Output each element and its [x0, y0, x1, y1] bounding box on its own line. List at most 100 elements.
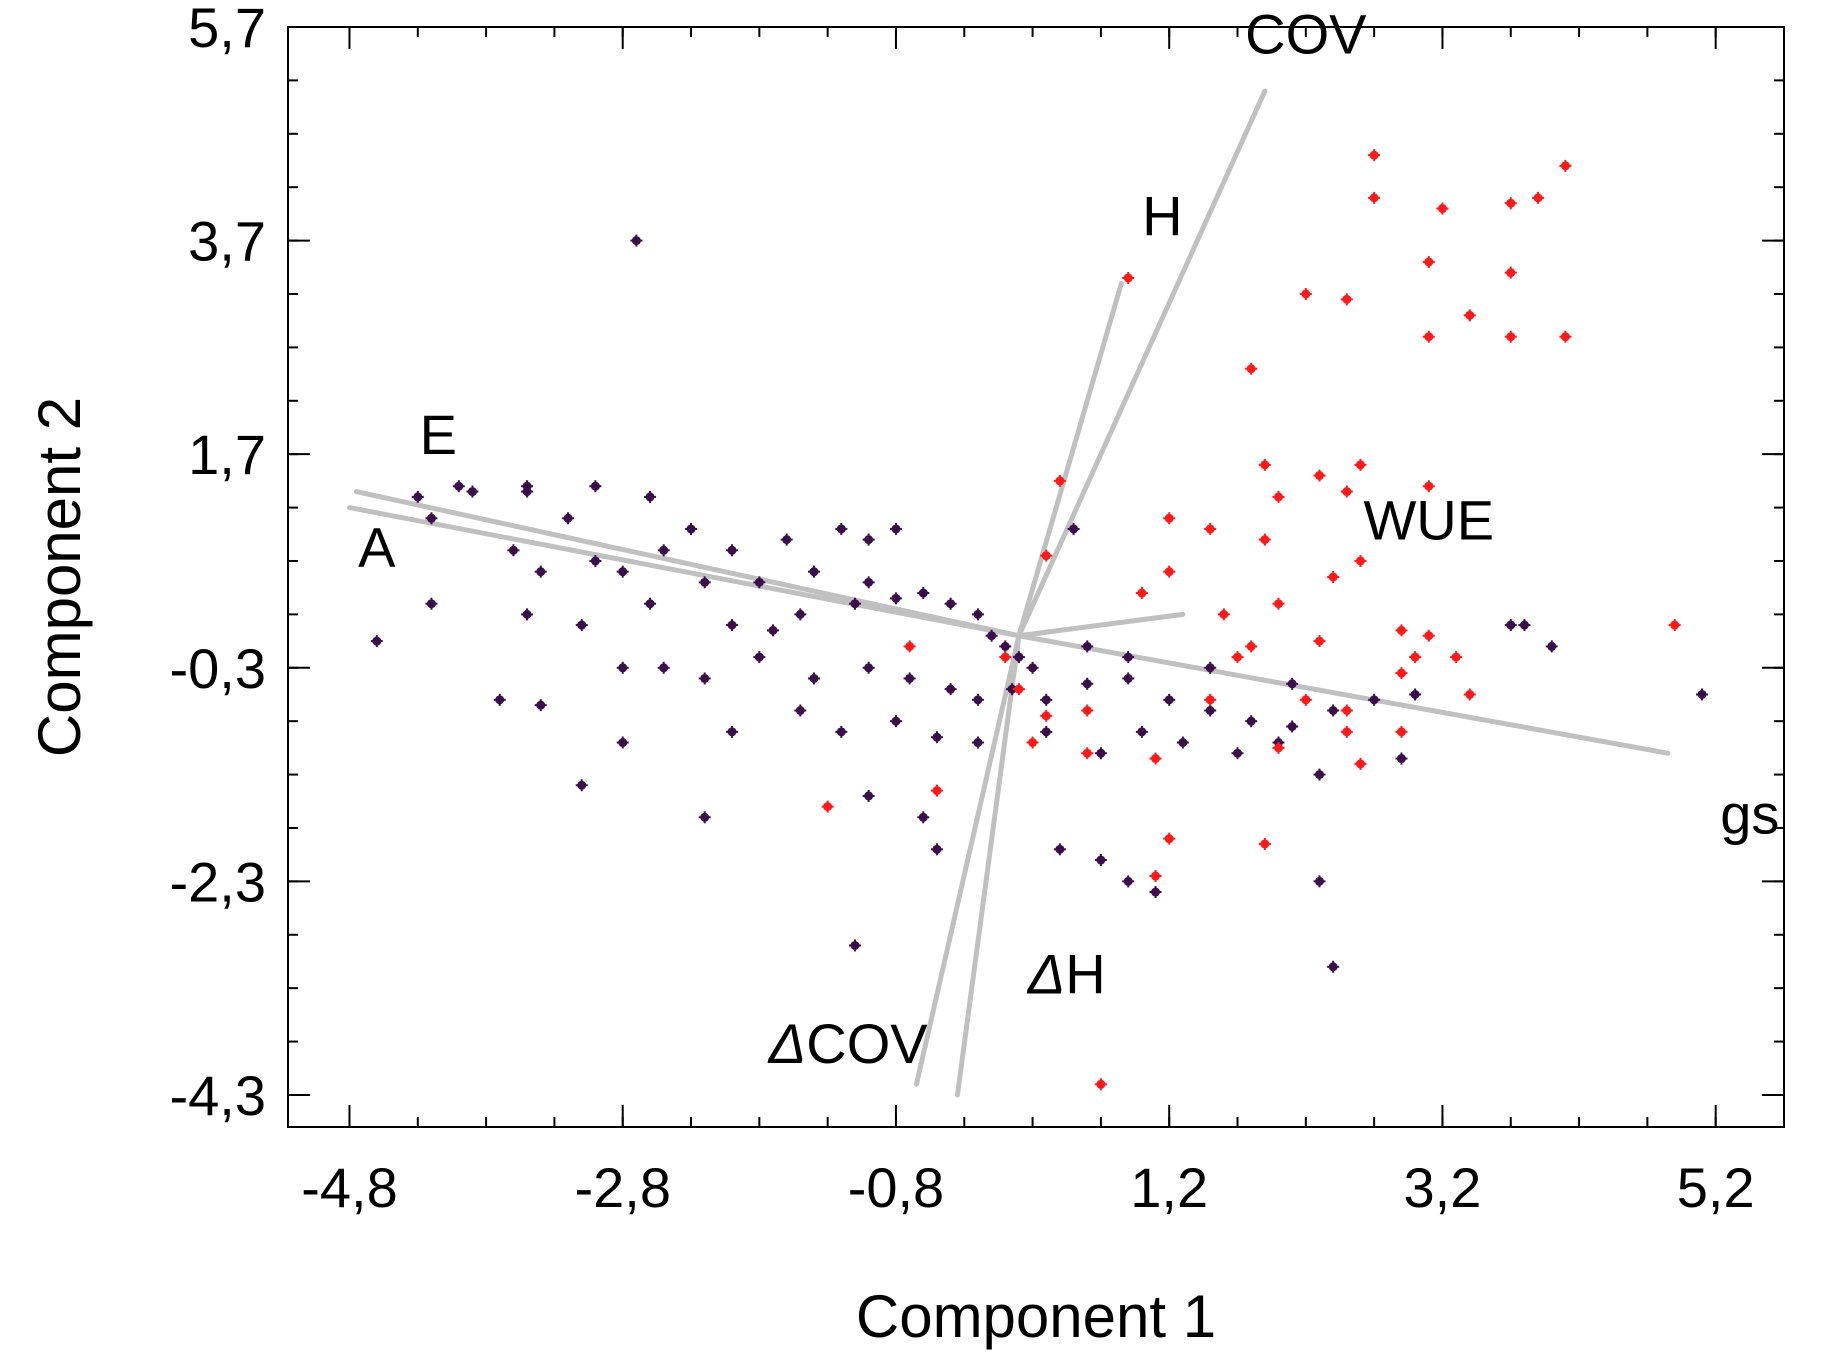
point-dark — [1327, 704, 1340, 717]
y-tick-label: 1,7 — [188, 423, 266, 486]
point-red — [1094, 1078, 1107, 1091]
label-dH: ΔH — [1026, 943, 1106, 1006]
point-red — [1463, 688, 1476, 701]
point-red — [821, 800, 834, 813]
point-red — [1368, 191, 1381, 204]
variable-labels: COV H EA WUE gs ΔCOV ΔH — [358, 3, 1779, 1075]
point-red — [903, 640, 916, 653]
point-red — [1559, 159, 1572, 172]
point-red — [1368, 149, 1381, 162]
y-tick-label: -0,3 — [170, 637, 267, 700]
point-red — [1532, 191, 1545, 204]
point-dark — [616, 736, 629, 749]
point-dark — [1327, 960, 1340, 973]
point-dark — [534, 699, 547, 712]
point-dark — [1026, 661, 1039, 674]
point-red — [1245, 640, 1258, 653]
x-tick-label: 5,2 — [1677, 1156, 1755, 1219]
point-red — [1163, 565, 1176, 578]
point-dark — [889, 592, 902, 605]
point-dark — [1204, 661, 1217, 674]
point-dark — [1368, 693, 1381, 706]
point-dark — [1081, 640, 1094, 653]
point-dark — [753, 651, 766, 664]
point-red — [1504, 330, 1517, 343]
point-dark — [1286, 677, 1299, 690]
point-dark — [630, 234, 643, 247]
point-dark — [835, 725, 848, 738]
label-gs: gs — [1720, 782, 1779, 845]
point-dark — [698, 576, 711, 589]
point-dark — [1094, 854, 1107, 867]
x-tick-labels: -4,8 -2,8 -0,8 1,2 3,2 5,2 — [301, 1156, 1754, 1219]
point-red — [1299, 287, 1312, 300]
point-dark — [644, 597, 657, 610]
point-dark — [999, 640, 1012, 653]
point-dark — [657, 661, 670, 674]
point-dark — [726, 725, 739, 738]
x-axis-title: Component 1 — [856, 1283, 1216, 1350]
point-red — [1258, 533, 1271, 546]
point-dark — [1518, 619, 1531, 632]
point-red — [1204, 522, 1217, 535]
point-red — [1149, 752, 1162, 765]
point-red — [1422, 629, 1435, 642]
point-dark — [1504, 619, 1517, 632]
point-dark — [726, 544, 739, 557]
loading-vectors — [346, 88, 1671, 1098]
point-red — [1450, 651, 1463, 664]
y-tick-label: 5,7 — [188, 0, 266, 59]
point-red — [1340, 293, 1353, 306]
point-dark — [1094, 747, 1107, 760]
point-dark — [917, 587, 930, 600]
point-dark — [1286, 720, 1299, 733]
point-red — [1272, 597, 1285, 610]
point-dark — [1081, 677, 1094, 690]
point-red — [1231, 651, 1244, 664]
point-red — [1354, 757, 1367, 770]
label-H: H — [1142, 184, 1182, 247]
point-dark — [466, 485, 479, 498]
point-dark — [1122, 875, 1135, 888]
point-dark — [1053, 843, 1066, 856]
point-dark — [753, 576, 766, 589]
point-red — [1299, 693, 1312, 706]
point-dark — [930, 843, 943, 856]
point-dark — [425, 597, 438, 610]
point-red — [1272, 741, 1285, 754]
point-dark — [589, 554, 602, 567]
point-dark — [944, 597, 957, 610]
loading-vector-A — [346, 505, 1022, 639]
plot-frame — [287, 26, 1785, 1128]
point-dark — [971, 608, 984, 621]
point-dark — [1012, 651, 1025, 664]
point-dark — [930, 731, 943, 744]
point-red — [1340, 704, 1353, 717]
point-dark — [1040, 693, 1053, 706]
point-dark — [889, 715, 902, 728]
point-red — [1163, 512, 1176, 525]
point-red — [1504, 197, 1517, 210]
point-dark — [1122, 672, 1135, 685]
point-dark — [971, 693, 984, 706]
loading-vector-COV — [1016, 88, 1268, 639]
label-A: A — [358, 515, 396, 578]
label-COV: COV — [1245, 3, 1367, 66]
loading-vector-WUE — [1016, 611, 1186, 639]
point-red — [930, 784, 943, 797]
point-red — [1313, 635, 1326, 648]
point-dark — [780, 533, 793, 546]
point-dark — [562, 512, 575, 525]
y-tick-labels: 5,7 3,7 1,7 -0,3 -2,3 -4,3 — [170, 0, 267, 1127]
point-dark — [534, 565, 547, 578]
point-red — [1012, 683, 1025, 696]
point-dark — [889, 522, 902, 535]
point-dark — [1135, 725, 1148, 738]
point-dark — [848, 597, 861, 610]
point-red — [1258, 837, 1271, 850]
point-dark — [1409, 688, 1422, 701]
point-red — [1327, 571, 1340, 583]
point-dark — [903, 672, 916, 685]
point-dark — [1163, 693, 1176, 706]
point-red — [1272, 490, 1285, 503]
